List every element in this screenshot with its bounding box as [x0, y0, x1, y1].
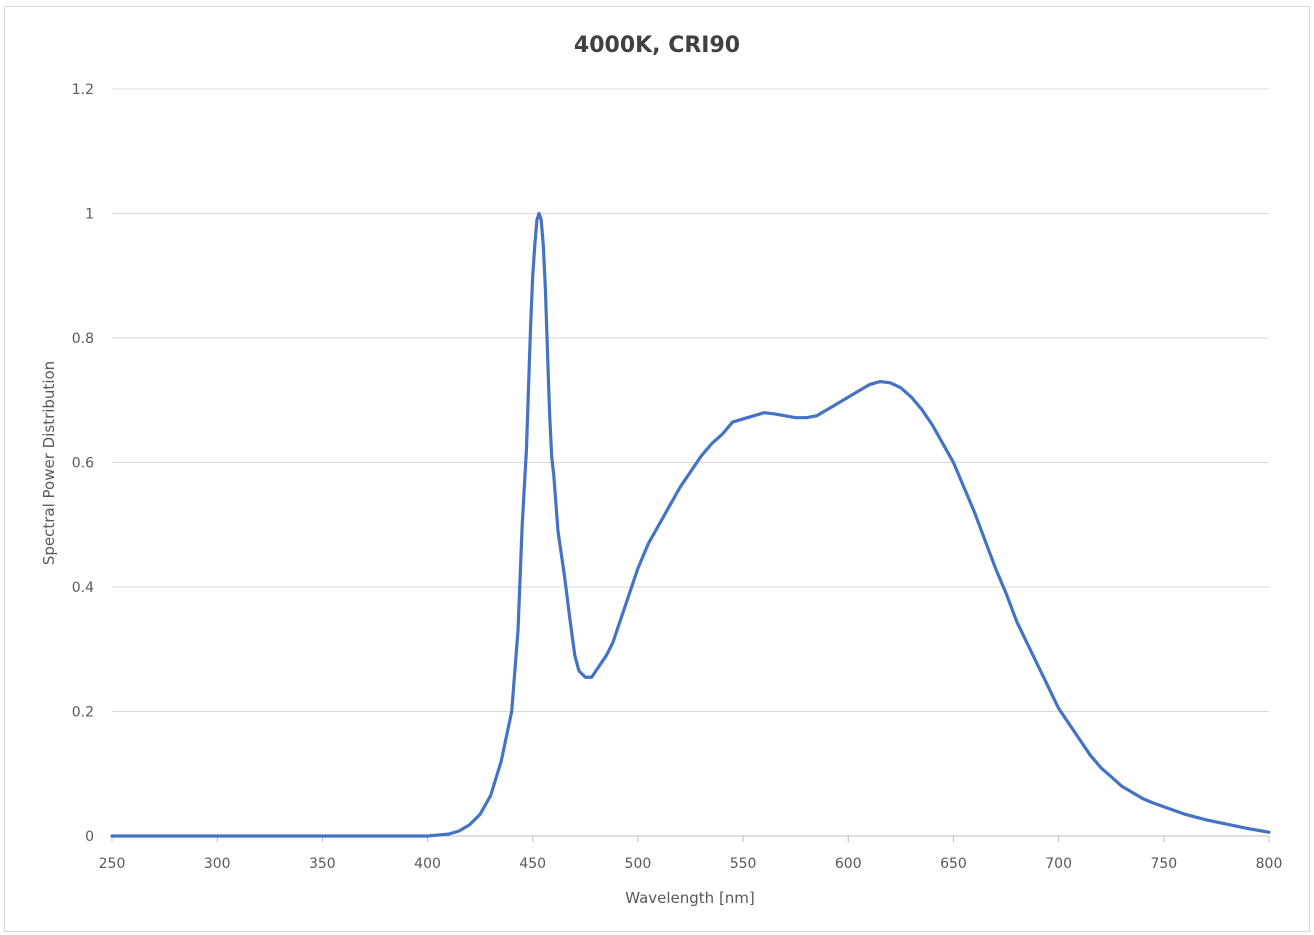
- x-tick-label: 450: [519, 856, 546, 872]
- series-layer: [110, 211, 1271, 838]
- x-tick-label: 550: [730, 856, 757, 872]
- x-tick-label: 500: [625, 856, 652, 872]
- x-tick-label: 250: [99, 856, 126, 872]
- x-tick-label: 350: [309, 856, 336, 872]
- series-line-0: [110, 211, 1271, 838]
- x-axis-title: Wavelength [nm]: [625, 889, 755, 907]
- y-axis-ticks: 0 0.2 0.4 0.6 0.8 1 1.2: [72, 82, 94, 845]
- chart-title: 4000K, CRI90: [574, 33, 740, 58]
- x-tick-label: 750: [1150, 856, 1177, 872]
- x-tick-label: 300: [204, 856, 231, 872]
- x-tick-label: 800: [1256, 856, 1283, 872]
- y-tick-label: 0.2: [72, 705, 94, 721]
- y-tick-label: 0.4: [72, 580, 94, 596]
- y-tick-label: 1.2: [72, 82, 94, 98]
- y-axis-title: Spectral Power Distribution: [40, 361, 58, 565]
- y-tick-label: 1: [85, 207, 94, 223]
- chart-frame: [4, 6, 1310, 932]
- y-tick-label: 0: [85, 829, 94, 845]
- y-tick-label: 0.8: [72, 331, 94, 347]
- x-tick-label: 700: [1045, 856, 1072, 872]
- y-tick-label: 0.6: [72, 456, 94, 472]
- x-tick-label: 650: [940, 856, 967, 872]
- x-axis-ticks: 250 300 350 400 450 500 550 600 650 700 750 800: [99, 836, 1283, 872]
- x-tick-label: 600: [835, 856, 862, 872]
- gridlines: [112, 88, 1269, 837]
- x-tick-label: 400: [414, 856, 441, 872]
